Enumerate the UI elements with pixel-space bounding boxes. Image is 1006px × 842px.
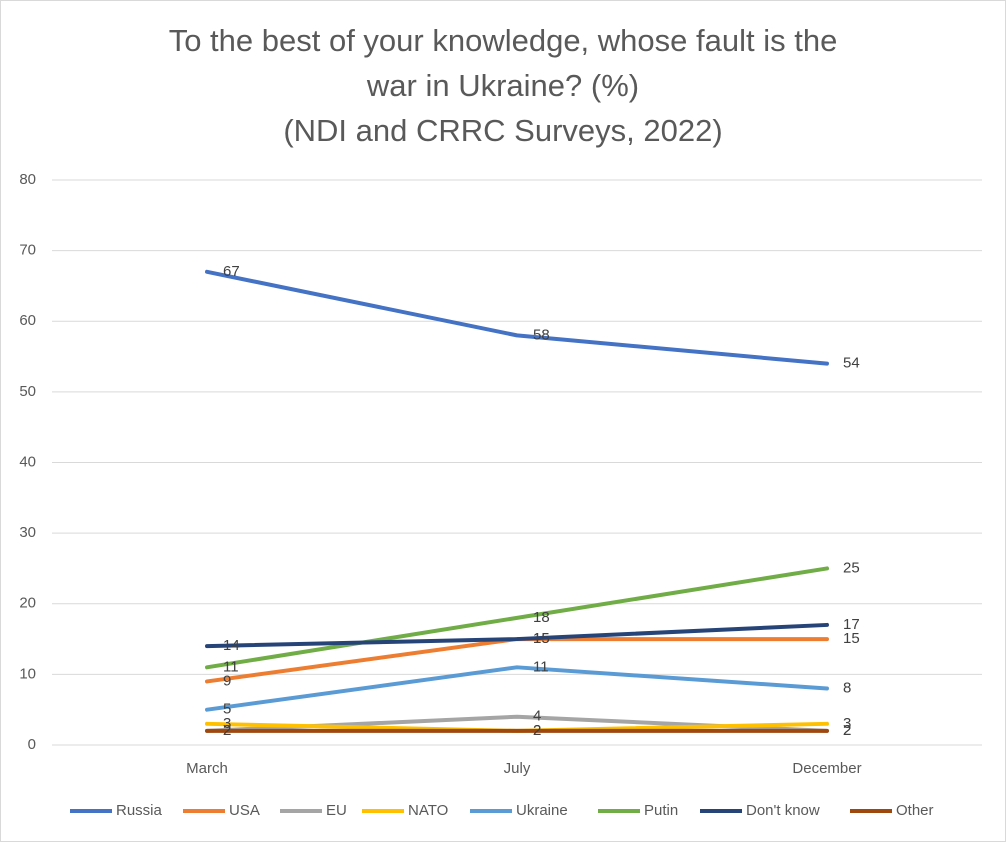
y-tick-label: 70 (19, 242, 36, 259)
data-label: 2 (533, 722, 541, 739)
legend-label: Don't know (746, 802, 820, 819)
data-label: 2 (223, 722, 231, 739)
data-label: 25 (843, 559, 860, 576)
legend-label: Other (896, 802, 934, 819)
chart-title: (NDI and CRRC Surveys, 2022) (283, 113, 722, 148)
y-tick-label: 60 (19, 312, 36, 329)
data-label: 15 (533, 630, 550, 647)
data-label: 15 (533, 630, 550, 647)
data-label: 2 (843, 722, 851, 739)
data-label: 67 (223, 263, 240, 280)
y-tick-label: 0 (28, 736, 36, 753)
legend-label: USA (229, 802, 260, 819)
data-label: 11 (533, 658, 549, 675)
y-tick-label: 10 (19, 665, 36, 682)
y-tick-label: 80 (19, 171, 36, 188)
data-label: 8 (843, 679, 851, 696)
data-label: 3 (223, 715, 231, 732)
data-label: 9 (223, 672, 231, 689)
data-label: 4 (533, 708, 541, 725)
legend-label: EU (326, 802, 347, 819)
series-line (205, 622, 829, 649)
legend-label: Putin (644, 802, 678, 819)
data-label: 14 (223, 637, 240, 654)
data-label: 17 (843, 616, 860, 633)
x-tick-label: July (504, 760, 531, 777)
data-label: 18 (533, 609, 550, 626)
y-tick-label: 20 (19, 595, 36, 612)
data-label: 11 (223, 658, 239, 675)
data-label: 5 (223, 701, 231, 718)
y-tick-label: 40 (19, 453, 36, 470)
data-label: 15 (843, 630, 860, 647)
y-tick-label: 50 (19, 383, 36, 400)
data-label: 2 (843, 722, 851, 739)
data-label: 54 (843, 355, 860, 372)
y-tick-label: 30 (19, 524, 36, 541)
series-line (205, 665, 829, 712)
data-label: 3 (843, 715, 851, 732)
x-tick-label: December (792, 760, 861, 777)
legend-label: Russia (116, 802, 163, 819)
data-label: 58 (533, 326, 550, 343)
legend-label: Ukraine (516, 802, 568, 819)
x-tick-label: March (186, 760, 228, 777)
data-label: 2 (533, 722, 541, 739)
legend-label: NATO (408, 802, 448, 819)
chart-title: To the best of your knowledge, whose fau… (169, 23, 838, 58)
chart-title: war in Ukraine? (%) (366, 68, 639, 103)
series-line (205, 566, 829, 670)
series-line (205, 269, 829, 366)
data-label: 2 (223, 722, 231, 739)
